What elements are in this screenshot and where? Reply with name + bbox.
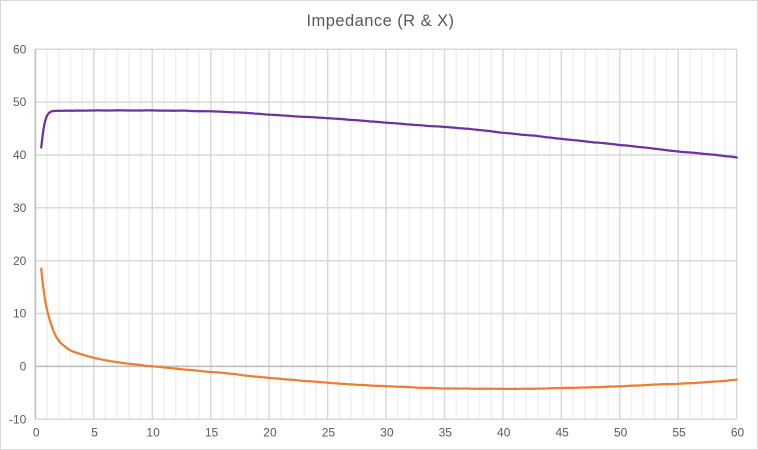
svg-text:50: 50 bbox=[13, 95, 27, 109]
svg-text:Impedance (R & X): Impedance (R & X) bbox=[307, 12, 455, 30]
svg-text:-10: -10 bbox=[9, 412, 27, 426]
svg-text:10: 10 bbox=[13, 307, 27, 321]
svg-text:40: 40 bbox=[497, 426, 511, 440]
svg-text:45: 45 bbox=[555, 426, 569, 440]
svg-text:20: 20 bbox=[13, 254, 27, 268]
svg-text:30: 30 bbox=[380, 426, 394, 440]
svg-text:25: 25 bbox=[322, 426, 336, 440]
svg-text:10: 10 bbox=[146, 426, 160, 440]
svg-text:0: 0 bbox=[33, 426, 40, 440]
svg-text:5: 5 bbox=[91, 426, 98, 440]
svg-text:55: 55 bbox=[672, 426, 686, 440]
svg-text:20: 20 bbox=[263, 426, 277, 440]
svg-text:35: 35 bbox=[439, 426, 453, 440]
svg-text:40: 40 bbox=[13, 148, 27, 162]
svg-text:50: 50 bbox=[614, 426, 628, 440]
svg-text:15: 15 bbox=[205, 426, 219, 440]
svg-text:30: 30 bbox=[13, 201, 27, 215]
svg-text:60: 60 bbox=[731, 426, 745, 440]
svg-text:60: 60 bbox=[13, 42, 27, 56]
svg-text:0: 0 bbox=[20, 360, 27, 374]
